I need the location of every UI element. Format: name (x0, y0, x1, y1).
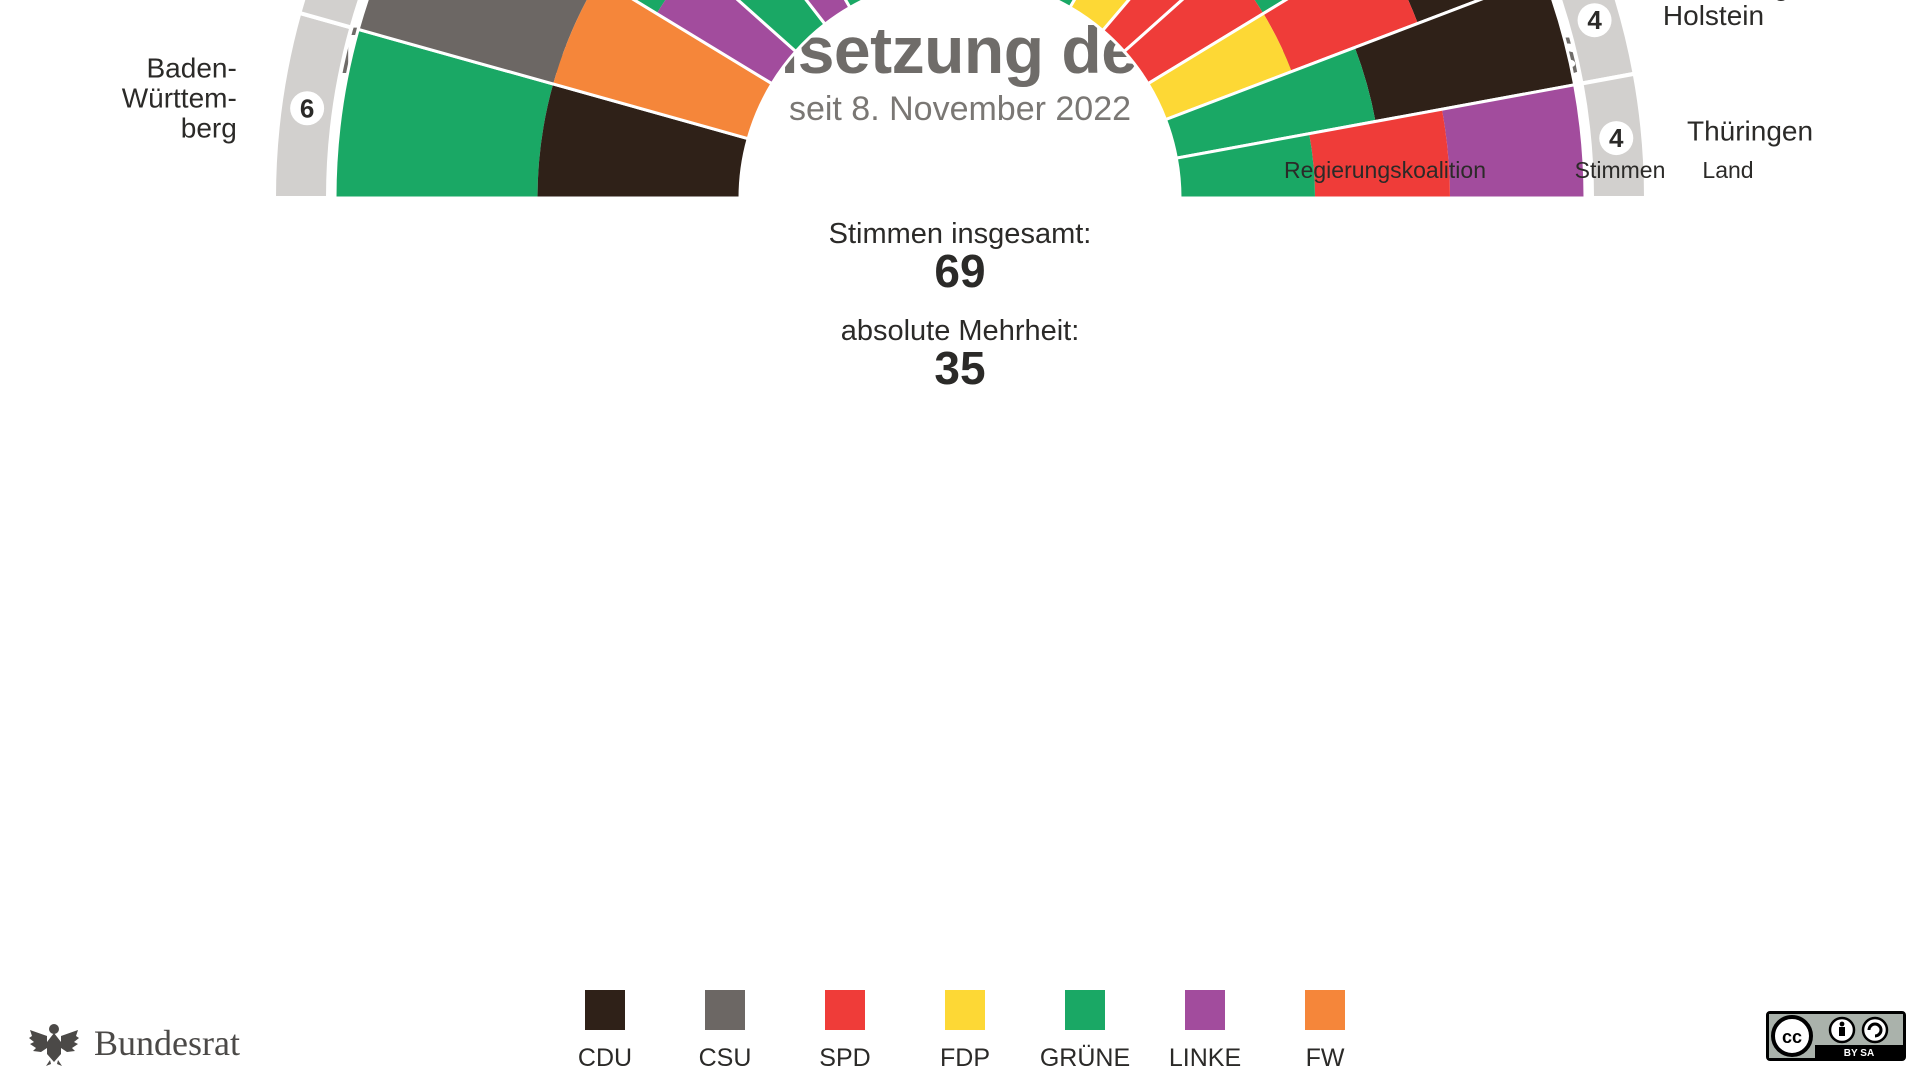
segment-divider (1100, 0, 1185, 54)
legend-label: FW (1305, 1044, 1345, 1072)
segment-divider (1122, 0, 1289, 86)
cc-license-badge: cc BY SA (1766, 1011, 1906, 1061)
party-wedge-gruene (1176, 133, 1315, 198)
total-votes-value: 69 (934, 245, 985, 297)
party-wedge-linke (806, 0, 850, 25)
segment-divider (843, 0, 868, 10)
license-text: BY SA (1844, 1048, 1874, 1058)
state-labels: Baden-Württem-bergBayernBerlinBrandenbur… (122, 0, 1813, 147)
state-label-line: Thüringen (1687, 116, 1813, 147)
legend-item-linke: LINKE (1145, 990, 1265, 1073)
state-label-line: berg (181, 113, 237, 144)
bundesrat-logo: Bundesrat (28, 1020, 240, 1066)
state-segment-rheinland-pfalz (1067, 0, 1131, 33)
party-wedge-gruene (335, 29, 554, 199)
votes-header: Stimmen (1575, 157, 1666, 183)
legend-swatch (585, 990, 625, 1030)
segment-divider (1174, 83, 1587, 200)
votes-number: 6 (300, 93, 314, 123)
legend-swatch (825, 990, 865, 1030)
legend-label: CDU (577, 1044, 633, 1072)
legend-item-spd: SPD (785, 990, 905, 1073)
state-segment-bayern (356, 0, 775, 141)
eagle-icon (29, 1024, 79, 1066)
party-wedge-csu (358, 0, 587, 85)
votes-band-segment (296, 0, 362, 30)
party-wedge-fw (553, 0, 773, 139)
state-label-line: Baden- (147, 53, 237, 84)
segment-divider (1067, 0, 1131, 33)
svg-text:cc: cc (1782, 1027, 1802, 1047)
votes-number: 4 (1587, 5, 1602, 35)
segment-divider (631, 0, 798, 86)
state-segment-baden-wuerttemberg (333, 27, 751, 200)
party-wedge-spd (1263, 0, 1418, 72)
state-segment-saarland (1100, 0, 1185, 54)
legend-item-cdu: CDU (545, 990, 665, 1073)
majority-label: absolute Mehrheit: (841, 315, 1080, 347)
votes-badge (1577, 3, 1612, 38)
segment-divider (735, 0, 828, 54)
state-label-line: Holstein (1663, 0, 1764, 31)
party-wedge-linke (1441, 84, 1586, 198)
coalition-header: Regierungskoalition (1284, 157, 1486, 183)
party-wedge-cdu (1354, 0, 1575, 122)
votes-badge (290, 91, 325, 126)
cc-by-sa-icon: cc BY SA (1769, 1014, 1903, 1058)
state-label-line: Württem- (122, 83, 237, 114)
state-segment-sachsen-anhalt (1145, 0, 1484, 122)
legend-swatch (1065, 990, 1105, 1030)
party-wedge-spd (1309, 109, 1450, 198)
votes-badge (1599, 121, 1634, 156)
party-wedge-fdp (1070, 0, 1129, 31)
state-segment-thueringen (1174, 83, 1587, 200)
legend-item-fdp: FDP (905, 990, 1025, 1073)
party-wedge-cdu (537, 84, 749, 198)
votes-band: 6644335366434444 (271, 0, 1649, 200)
segment-divider (804, 0, 853, 27)
votes-number: 4 (1609, 123, 1624, 153)
total-votes-label: Stimmen insgesamt: (829, 218, 1092, 250)
state-label-schleswig-holstein: Schleswig-Holstein (1663, 0, 1798, 31)
legend-label: GRÜNE (1039, 1044, 1131, 1072)
legend-label: FDP (940, 1044, 990, 1072)
party-wedge-gruene (738, 0, 826, 52)
legend-label: LINKE (1168, 1044, 1242, 1072)
state-label-line: Schleswig- (1663, 0, 1798, 1)
segment-divider (1145, 0, 1484, 122)
legend-swatch (945, 990, 985, 1030)
state-segment-brandenburg (735, 0, 828, 54)
coalition-wedges (333, 0, 1587, 200)
legend-swatch (705, 990, 745, 1030)
legend-swatch (1305, 990, 1345, 1030)
legend-item-csu: CSU (665, 990, 785, 1073)
state-label-thueringen: Thüringen (1687, 116, 1813, 147)
legend-item-fw: FW (1265, 990, 1385, 1073)
legend-label: CSU (698, 1044, 752, 1072)
state-segment-bremen (804, 0, 853, 27)
legend-label: SPD (819, 1044, 871, 1072)
land-header: Land (1702, 157, 1753, 183)
page-subtitle: seit 8. November 2022 (788, 90, 1132, 128)
brand-name: Bundesrat (94, 1023, 240, 1063)
segment-divider (356, 0, 775, 141)
state-segment-hamburg (843, 0, 868, 10)
majority-value: 35 (934, 342, 985, 394)
state-label-baden-wuerttemberg: Baden-Württem-berg (122, 53, 237, 144)
legend-swatch (1185, 990, 1225, 1030)
legend-item-gruene: GRÜNE (1025, 990, 1145, 1073)
party-wedge-fdp (1147, 13, 1292, 120)
party-wedge-spd (1102, 0, 1182, 52)
